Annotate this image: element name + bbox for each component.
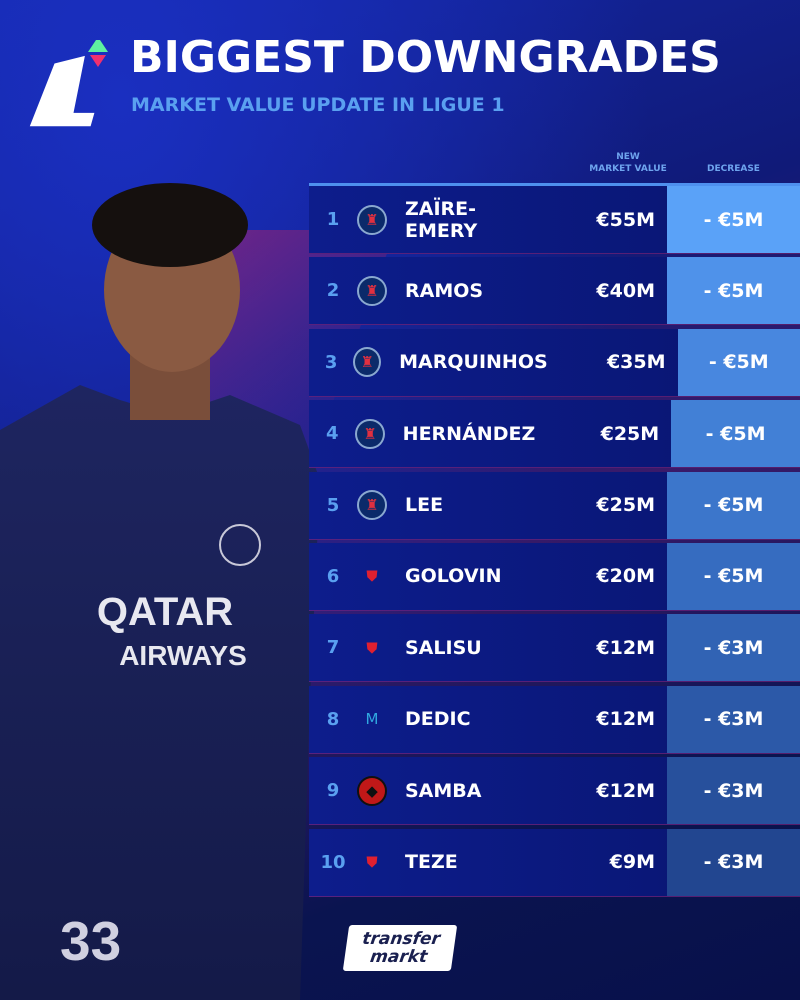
new-market-value: €9M	[609, 851, 655, 874]
player-name: TEZE	[405, 851, 458, 874]
svg-text:33: 33	[60, 910, 121, 972]
decrease-value: - €5M	[667, 542, 800, 610]
brand-text: transfer	[361, 929, 442, 949]
table-row: 8 M DEDIC €12M - €3M	[309, 685, 800, 754]
new-market-value: €40M	[596, 279, 655, 302]
table-row: 9 ◆ SAMBA €12M - €3M	[309, 757, 800, 826]
rank: 1	[326, 209, 340, 230]
player-name: MARQUINHOS	[399, 351, 548, 374]
rank: 6	[326, 565, 340, 587]
club-crest-icon: M	[365, 710, 379, 729]
player-name: DEDIC	[405, 708, 471, 731]
column-header-decrease: DECREASE	[707, 164, 760, 174]
page-title: BIGGEST DOWNGRADES	[130, 32, 721, 83]
player-name: GOLOVIN	[405, 565, 502, 588]
rank: 7	[326, 637, 340, 659]
new-market-value: €12M	[596, 779, 655, 802]
column-header-line: MARKET VALUE	[589, 164, 667, 174]
club-crest-icon: ⛊	[366, 853, 378, 872]
decrease-value: - €3M	[667, 685, 800, 753]
page-subtitle: MARKET VALUE UPDATE IN LIGUE 1	[131, 94, 505, 116]
decrease-value: - €5M	[677, 328, 800, 396]
new-market-value: €35M	[606, 351, 666, 374]
player-name: ZAÏRE-EMERY	[405, 197, 478, 242]
new-market-value: €12M	[596, 636, 655, 659]
new-market-value: €55M	[596, 208, 655, 231]
downgrades-table: 1 ♜ ZAÏRE-EMERY €55M - €5M 2 ♜ RAMOS €40M…	[309, 183, 800, 900]
decrease-value: - €5M	[667, 471, 800, 539]
table-row: 4 ♜ HERNÁNDEZ €25M - €5M	[309, 400, 800, 469]
rank: 8	[326, 708, 340, 730]
ligue1-logo	[29, 40, 108, 127]
club-crest-icon: ⛊	[366, 638, 378, 657]
player-name: HERNÁNDEZ	[402, 422, 536, 445]
player-name: LEE	[405, 494, 444, 517]
transfermarkt-logo: transfer markt	[342, 925, 458, 971]
table-row: 5 ♜ LEE €25M - €5M	[309, 471, 800, 540]
rank: 3	[324, 351, 338, 373]
club-crest-icon: ♜	[357, 275, 387, 306]
new-market-value: €25M	[596, 494, 655, 517]
new-market-value: €25M	[600, 422, 660, 445]
rank: 9	[326, 780, 340, 802]
player-photo: QATAR AIRWAYS 33	[0, 183, 320, 1000]
player-name: SALISU	[405, 636, 482, 659]
decrease-value: - €3M	[667, 757, 800, 825]
table-row: 3 ♜ MARQUINHOS €35M - €5M	[309, 328, 800, 397]
club-crest-icon: ♜	[357, 490, 387, 521]
decrease-value: - €5M	[667, 186, 800, 253]
decrease-value: - €5M	[667, 257, 800, 325]
table-row: 2 ♜ RAMOS €40M - €5M	[309, 257, 800, 326]
decrease-value: - €3M	[667, 614, 800, 682]
table-row: 1 ♜ ZAÏRE-EMERY €55M - €5M	[309, 186, 800, 254]
club-crest-icon: ◆	[357, 775, 387, 806]
svg-text:AIRWAYS: AIRWAYS	[119, 640, 247, 671]
club-crest-icon: ⛊	[366, 567, 378, 586]
svg-text:QATAR: QATAR	[97, 590, 233, 634]
column-header-new-value: NEW MARKET VALUE	[580, 151, 676, 175]
table-row: 7 ⛊ SALISU €12M - €3M	[309, 614, 800, 683]
club-crest-icon: ♜	[355, 418, 385, 449]
rank: 10	[320, 851, 346, 873]
club-crest-icon: ♜	[353, 347, 382, 378]
decrease-value: - €3M	[667, 828, 800, 896]
new-market-value: €20M	[596, 565, 655, 588]
player-name: RAMOS	[405, 279, 484, 302]
rank: 2	[326, 280, 340, 302]
decrease-value: - €5M	[671, 400, 800, 468]
new-market-value: €12M	[596, 708, 655, 731]
rank: 4	[325, 423, 339, 445]
club-crest-icon: ♜	[357, 204, 387, 235]
brand-text: markt	[368, 947, 429, 967]
column-header-line: NEW	[616, 152, 640, 162]
player-name: SAMBA	[405, 779, 482, 802]
table-row: 10 ⛊ TEZE €9M - €3M	[309, 828, 800, 897]
rank: 5	[326, 494, 340, 516]
table-row: 6 ⛊ GOLOVIN €20M - €5M	[309, 542, 800, 611]
